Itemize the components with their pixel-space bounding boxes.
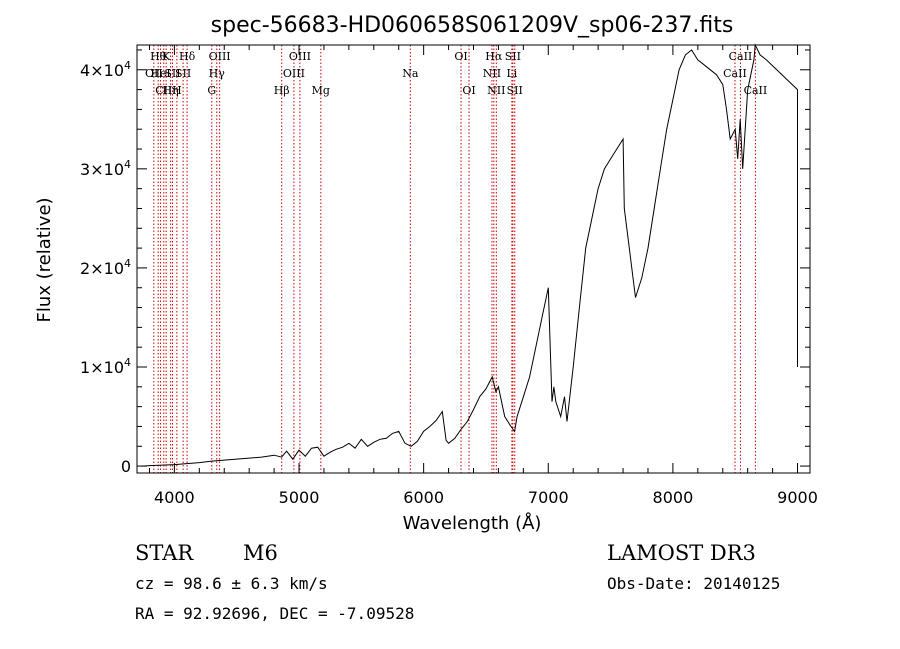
spectral-line-label: H bbox=[172, 84, 182, 97]
spectral-line-label: SΙΙ bbox=[164, 67, 180, 80]
spectral-line-label: Hβ bbox=[274, 84, 290, 97]
spectral-line-label: Hδ bbox=[179, 50, 196, 63]
y-tick-label: 1×104 bbox=[80, 356, 131, 377]
spectral-line-label: Hα bbox=[485, 50, 503, 63]
spectral-line-label: Hγ bbox=[209, 67, 226, 80]
spectral-line-label: CaΙΙ bbox=[729, 50, 753, 63]
spectral-line-label: NΙΙ bbox=[483, 67, 501, 80]
spectral-line-label: Na bbox=[402, 67, 419, 80]
spectral-line-label: HeΙ bbox=[150, 67, 170, 80]
x-tick-label: 4000 bbox=[154, 488, 195, 507]
spectral-line-label: NΙΙ bbox=[487, 84, 505, 97]
spectral-line-label: OΙΙ bbox=[145, 67, 163, 80]
x-tick-label: 5000 bbox=[279, 488, 320, 507]
spectral-line-label: OΙΙΙ bbox=[289, 50, 311, 63]
coordinates: RA = 92.92696, DEC = -7.09528 bbox=[135, 604, 415, 623]
spectral-line-label: SΙΙ bbox=[175, 67, 191, 80]
x-axis: 4000 5000 6000 7000 8000 9000 bbox=[148, 45, 818, 507]
y-axis: 0 1×104 2×104 3×104 4×104 bbox=[80, 49, 810, 476]
spectral-line-label: Hη bbox=[163, 84, 179, 97]
line-markers bbox=[153, 45, 756, 473]
object-class: STAR bbox=[135, 541, 194, 565]
y-tick-label: 3×104 bbox=[80, 158, 131, 179]
x-tick-label: 7000 bbox=[528, 488, 569, 507]
chart-title: spec-56683-HD060658S061209V_sp06-237.fit… bbox=[211, 13, 734, 38]
spectral-line-label: CaΙΙ bbox=[744, 84, 768, 97]
y-tick-label: 4×104 bbox=[80, 59, 131, 80]
spectral-line-label: OΙ bbox=[462, 84, 475, 97]
spectral-line-label: G bbox=[207, 84, 216, 97]
object-subclass: M6 bbox=[243, 541, 278, 565]
spectral-line-label: OΙΙΙ bbox=[209, 50, 231, 63]
spectral-line-label: K bbox=[162, 50, 171, 63]
x-tick-label: 8000 bbox=[653, 488, 694, 507]
survey-name: LAMOST DR3 bbox=[607, 541, 756, 565]
spectral-line-label: Mg bbox=[312, 84, 330, 97]
spectral-line-label: OΙ bbox=[454, 50, 467, 63]
y-tick-label: 2×104 bbox=[80, 257, 131, 278]
x-axis-label: Wavelength (Å) bbox=[403, 512, 542, 534]
spectral-line-label: CaΙΙ bbox=[723, 67, 747, 80]
spectrum-series-line bbox=[141, 43, 798, 467]
redshift-value: cz = 98.6 ± 6.3 km/s bbox=[135, 574, 328, 593]
spectral-line-label: Hθ bbox=[150, 50, 167, 63]
spectral-line-label: Li bbox=[506, 67, 517, 80]
x-tick-label: 6000 bbox=[403, 488, 444, 507]
spectral-line-label: SΙΙ bbox=[507, 84, 523, 97]
y-axis-label: Flux (relative) bbox=[34, 197, 55, 322]
observation-date: Obs-Date: 20140125 bbox=[607, 574, 781, 593]
line-labels: OΙΙ Hθ HeΙ CΙΙ K Hη SΙΙ H SΙΙ Hδ G Hγ OΙΙΙ Hβ OΙΙΙ OΙΙΙ… bbox=[145, 50, 767, 97]
spectral-line-label: OΙΙΙ bbox=[283, 67, 305, 80]
spectral-line-label: SΙΙ bbox=[505, 50, 521, 63]
spectral-line-label: CΙΙ bbox=[155, 84, 172, 97]
y-tick-label: 0 bbox=[121, 457, 131, 476]
x-tick-label: 9000 bbox=[777, 488, 818, 507]
